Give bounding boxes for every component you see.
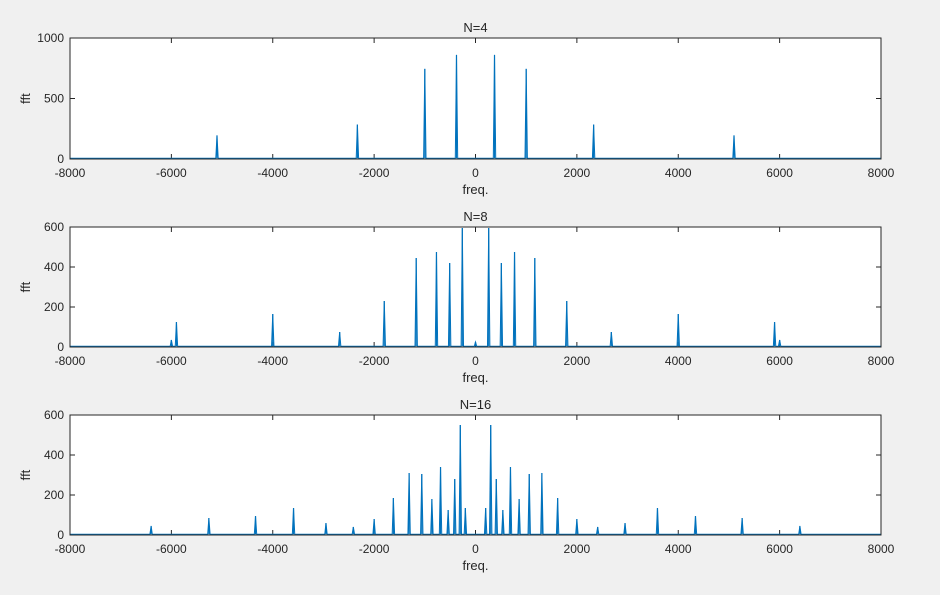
x-tick-label: -2000 <box>359 166 390 180</box>
y-tick-label: 0 <box>57 152 64 166</box>
plot-area <box>70 38 881 159</box>
x-tick-label: -4000 <box>257 166 288 180</box>
y-tick-label: 0 <box>57 340 64 354</box>
x-tick-label: 0 <box>472 166 479 180</box>
spectrum-line <box>70 54 881 159</box>
axes-box <box>69 37 882 160</box>
axes-box <box>69 414 882 536</box>
x-tick-label: -2000 <box>359 354 390 368</box>
subplot-1: -8000 -6000 -4000 -2000 0 2000 4000 6000 8000 0 50… <box>18 20 895 197</box>
y-axis-label: fft <box>18 93 33 104</box>
x-tick-label: -8000 <box>55 542 86 556</box>
y-tick-label: 400 <box>44 448 64 462</box>
subplot-2: -8000 -6000 -4000 -2000 0 2000 4000 6000 8000 0 20… <box>18 209 895 385</box>
plot-area <box>70 415 881 535</box>
y-tick-label: 1000 <box>37 31 64 45</box>
x-tick-label: 2000 <box>564 542 591 556</box>
y-axis-label: fft <box>18 469 33 480</box>
x-tick-label: -6000 <box>156 166 187 180</box>
x-tick-label: 8000 <box>868 354 895 368</box>
x-tick-label: 6000 <box>766 166 793 180</box>
x-tick-label: 4000 <box>665 166 692 180</box>
x-tick-label: 2000 <box>564 354 591 368</box>
x-tick-label: -6000 <box>156 354 187 368</box>
y-tick-label: 200 <box>44 488 64 502</box>
chart-title: N=4 <box>463 20 487 35</box>
x-tick-label: 4000 <box>665 542 692 556</box>
x-tick-label: 6000 <box>766 354 793 368</box>
x-tick-label: 0 <box>472 542 479 556</box>
x-axis-label: freq. <box>462 558 488 573</box>
x-tick-label: -8000 <box>55 166 86 180</box>
spectrum-line <box>70 424 881 535</box>
y-tick-label: 200 <box>44 300 64 314</box>
x-tick-label: 4000 <box>665 354 692 368</box>
x-tick-label: 0 <box>472 354 479 368</box>
chart-title: N=8 <box>463 209 487 224</box>
x-tick-label: 2000 <box>564 166 591 180</box>
x-tick-label: 8000 <box>868 166 895 180</box>
x-axis-label: freq. <box>462 370 488 385</box>
y-tick-label: 600 <box>44 220 64 234</box>
x-axis-label: freq. <box>462 182 488 197</box>
x-tick-label: -6000 <box>156 542 187 556</box>
y-tick-label: 600 <box>44 408 64 422</box>
x-tick-label: -4000 <box>257 354 288 368</box>
x-tick-label: -8000 <box>55 354 86 368</box>
x-tick-label: -2000 <box>359 542 390 556</box>
y-tick-label: 0 <box>57 528 64 542</box>
y-axis-label: fft <box>18 281 33 292</box>
subplot-3: -8000 -6000 -4000 -2000 0 2000 4000 6000 8000 0 20… <box>18 397 895 573</box>
plot-area <box>70 227 881 347</box>
y-tick-label: 500 <box>44 92 64 106</box>
x-tick-label: 6000 <box>766 542 793 556</box>
x-tick-label: 8000 <box>868 542 895 556</box>
y-tick-label: 400 <box>44 260 64 274</box>
chart-title: N=16 <box>460 397 491 412</box>
x-tick-label: -4000 <box>257 542 288 556</box>
axes-box <box>69 226 882 348</box>
